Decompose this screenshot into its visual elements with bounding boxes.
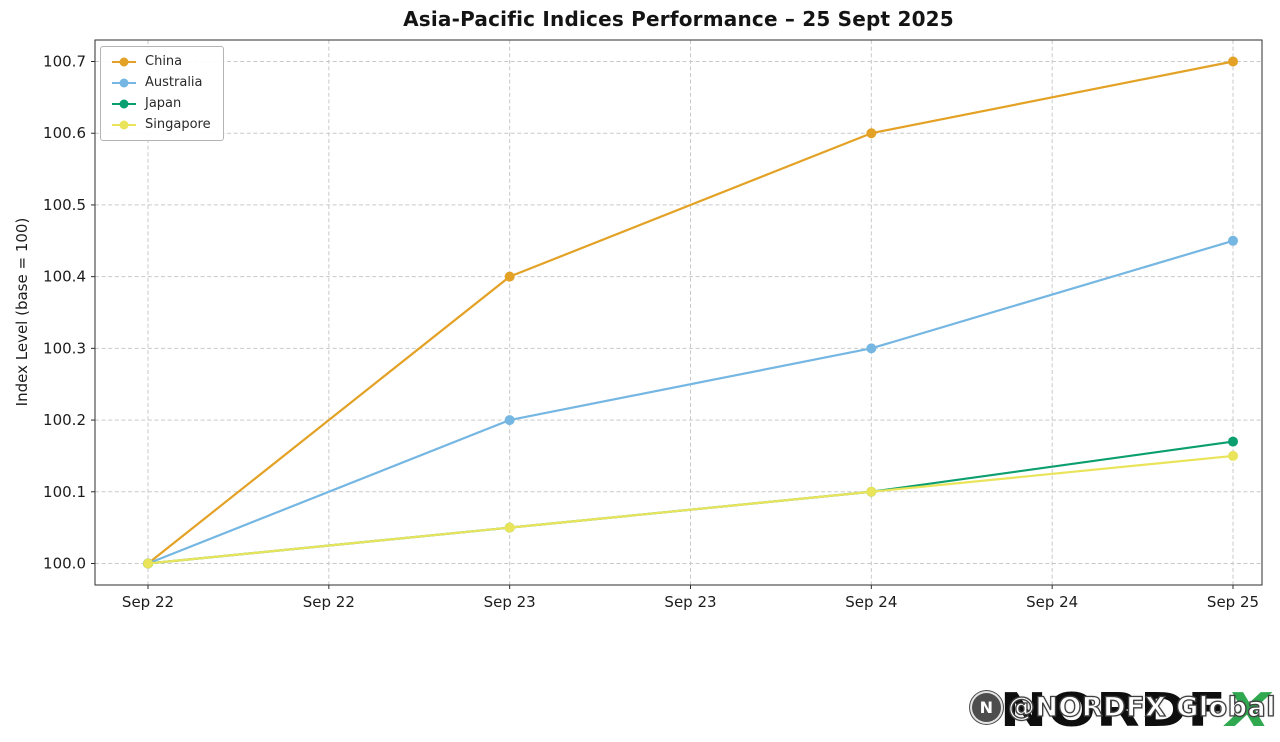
legend-item-china: China — [111, 54, 211, 69]
chart-title: Asia-Pacific Indices Performance – 25 Se… — [403, 7, 954, 31]
series-marker-australia — [1228, 235, 1238, 246]
legend-item-singapore: Singapore — [111, 117, 211, 132]
legend-label-australia: Australia — [145, 75, 203, 90]
legend-label-china: China — [145, 54, 183, 69]
x-tick-label: Sep 24 — [1026, 593, 1078, 611]
series-marker-singapore — [143, 558, 153, 569]
x-tick-label: Sep 22 — [303, 593, 355, 611]
y-tick-label: 100.1 — [43, 483, 86, 501]
legend-marker-singapore — [112, 120, 136, 129]
series-marker-singapore — [1228, 450, 1238, 461]
legend-marker-china — [112, 57, 136, 66]
series-line-singapore — [146, 454, 1235, 565]
y-tick-label: 100.7 — [43, 53, 86, 71]
series-marker-china — [504, 271, 515, 282]
legend-item-japan: Japan — [111, 96, 211, 111]
y-tick-label: 100.5 — [43, 196, 86, 214]
series-marker-australia — [504, 415, 515, 426]
series-marker-china — [1228, 56, 1238, 67]
y-tick-label: 100.3 — [43, 339, 86, 357]
x-tick-label: Sep 24 — [845, 593, 897, 611]
series-marker-japan — [1228, 436, 1238, 447]
series-marker-china — [866, 128, 877, 139]
legend-marker-australia — [112, 78, 136, 87]
y-axis-label: Index Level (base = 100) — [13, 217, 31, 407]
x-tick-label: Sep 23 — [664, 593, 716, 611]
series-line-australia — [146, 239, 1235, 565]
y-tick-label: 100.4 — [43, 268, 86, 286]
y-tick-label: 100.2 — [43, 411, 86, 429]
series-marker-australia — [866, 343, 877, 354]
legend-marker-japan — [112, 99, 136, 108]
legend-label-singapore: Singapore — [145, 117, 211, 132]
series-line-china — [146, 60, 1235, 565]
x-tick-label: Sep 25 — [1207, 593, 1259, 611]
x-tick-label: Sep 22 — [122, 593, 174, 611]
plot-frame — [94, 39, 1263, 586]
watermark-handle: @NORDFX Global — [1007, 691, 1276, 723]
y-tick-label: 100.0 — [43, 554, 86, 572]
nordfx-logo: NORDFX — [1000, 687, 1270, 733]
series-marker-singapore — [504, 522, 515, 533]
watermark: N @NORDFX Global — [971, 691, 1276, 724]
legend-item-australia: Australia — [111, 75, 211, 90]
legend-label-japan: Japan — [145, 96, 182, 111]
series-marker-singapore — [866, 486, 877, 497]
nordfx-circle-icon: N — [971, 693, 1001, 722]
y-tick-label: 100.6 — [43, 124, 86, 142]
legend: China Australia Japan Singapore — [100, 46, 224, 141]
nordfx-logo-text: NORDF — [999, 683, 1227, 737]
nordfx-logo-x: X — [1226, 683, 1270, 737]
x-tick-label: Sep 23 — [484, 593, 536, 611]
